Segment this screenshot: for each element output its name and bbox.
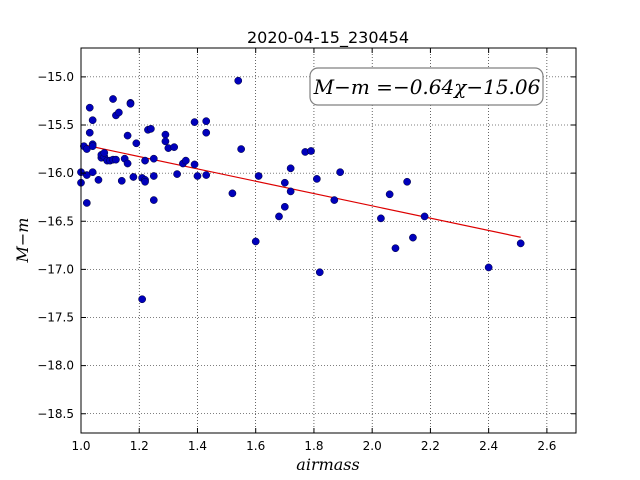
- data-point: [88, 142, 97, 151]
- data-point: [202, 128, 211, 137]
- data-point: [147, 125, 155, 133]
- data-point: [190, 118, 199, 126]
- x-tick-label: 2.6: [537, 439, 556, 453]
- chart-title: 2020-04-15_230454: [247, 28, 409, 48]
- y-tick-label: −16.5: [37, 214, 74, 228]
- fit-equation-text: M−m =−0.64χ−15.06: [313, 75, 541, 99]
- data-point: [173, 170, 181, 178]
- data-point: [234, 76, 243, 85]
- data-point: [330, 196, 339, 204]
- data-point: [237, 145, 245, 153]
- data-point: [132, 139, 141, 148]
- data-point: [275, 212, 283, 221]
- x-tick-label: 2.0: [363, 439, 382, 453]
- data-point: [149, 172, 158, 180]
- data-point: [109, 95, 117, 103]
- data-point: [391, 244, 400, 253]
- data-point: [161, 130, 170, 139]
- data-point: [193, 172, 202, 180]
- data-point: [228, 189, 237, 198]
- data-point: [112, 155, 120, 164]
- data-point: [409, 233, 417, 242]
- data-point: [88, 168, 97, 177]
- data-point: [202, 171, 211, 179]
- y-tick-label: −15.0: [37, 70, 74, 84]
- x-tick-label: 2.2: [421, 439, 440, 453]
- data-point: [181, 156, 190, 165]
- fit-equation-frame: [309, 67, 544, 106]
- x-tick-label: 1.4: [188, 439, 207, 453]
- data-point: [88, 116, 97, 125]
- y-axis-label: M−m: [13, 218, 32, 264]
- data-point: [123, 131, 132, 140]
- x-tick-label: 2.4: [479, 439, 498, 453]
- x-tick-label: 1.2: [130, 439, 149, 453]
- data-point: [85, 128, 94, 137]
- data-point: [377, 214, 385, 223]
- data-point: [280, 202, 289, 211]
- fit-equation-box: M−m =−0.64χ−15.06: [309, 67, 544, 106]
- data-point: [307, 147, 315, 155]
- data-point: [420, 212, 429, 221]
- x-tick-label: 1.0: [71, 439, 90, 453]
- plot-area: 1.0 1.2 1.4 1.6 1.8 2.0 2.2 2.4 2.6 −15.0 −15.5 −16…: [37, 47, 577, 453]
- y-tick-label: −18.5: [37, 407, 74, 421]
- data-point: [313, 175, 321, 183]
- data-point: [85, 103, 94, 112]
- data-point: [138, 295, 146, 304]
- plot-frame: [80, 47, 577, 434]
- data-point: [161, 137, 170, 146]
- data-point: [126, 99, 135, 108]
- y-tick-label: −17.5: [37, 311, 74, 325]
- data-point: [129, 173, 138, 181]
- data-point: [254, 172, 263, 180]
- y-tick-label: −18.0: [37, 359, 74, 373]
- data-point: [170, 143, 179, 151]
- y-tick-label: −17.0: [37, 262, 74, 276]
- data-point: [100, 149, 109, 157]
- y-tick-label: −16.0: [37, 166, 74, 180]
- data-point: [403, 177, 411, 186]
- data-point: [94, 176, 103, 184]
- data-point: [336, 168, 344, 177]
- x-tick-label: 1.6: [246, 439, 265, 453]
- data-point: [251, 237, 260, 246]
- data-point: [141, 177, 149, 186]
- data-point: [123, 159, 132, 168]
- data-point: [286, 187, 295, 196]
- data-point: [141, 156, 149, 165]
- data-point: [286, 164, 295, 173]
- y-tick-label: −15.5: [37, 118, 74, 132]
- data-point: [190, 160, 199, 169]
- x-axis-label: airmass: [296, 455, 359, 474]
- data-point: [82, 199, 91, 207]
- data-point: [280, 178, 289, 187]
- data-point: [484, 263, 493, 272]
- data-point: [385, 190, 394, 199]
- data-point: [516, 239, 525, 248]
- x-tick-label: 1.8: [304, 439, 323, 453]
- data-point: [117, 176, 126, 185]
- data-point: [149, 196, 158, 204]
- data-point: [202, 117, 211, 126]
- data-point: [315, 268, 324, 277]
- data-point: [149, 154, 158, 163]
- data-point: [115, 108, 123, 117]
